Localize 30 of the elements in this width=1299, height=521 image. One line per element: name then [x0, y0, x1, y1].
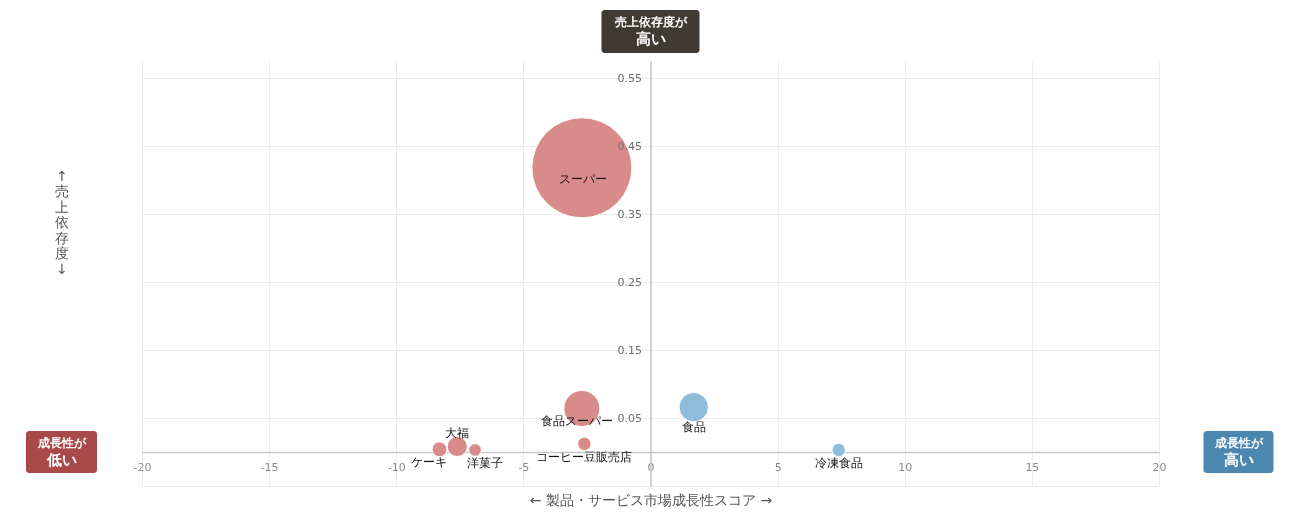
y-tick-label: 0.35	[617, 207, 642, 221]
series-label: 食品スーパー	[540, 414, 613, 429]
x-tick-label: 5	[774, 460, 782, 474]
series-label: 大福	[445, 425, 470, 440]
y-axis-title: ↑売上依存度↓	[55, 167, 69, 277]
x-tick-label: -20	[133, 460, 152, 474]
series-label: 食品	[681, 420, 706, 435]
series-label: 冷凍食品	[814, 455, 863, 470]
text: 成長性が	[1213, 435, 1264, 450]
x-tick-label: 10	[898, 460, 913, 474]
x-tick-label: -5	[518, 460, 530, 474]
x-axis-title: ← 製品・サービス市場成長性スコア →	[529, 491, 773, 508]
x-tick-label: 0	[647, 460, 655, 474]
y-tick-label: 0.05	[617, 411, 642, 425]
x-tick-label: -10	[387, 460, 406, 474]
y-tick-label: 0.25	[617, 275, 642, 289]
text: 高い	[635, 30, 666, 47]
x-tick-label: 20	[1152, 460, 1167, 474]
text: 高い	[1223, 450, 1254, 468]
text: 売上依存度が	[614, 15, 688, 29]
series-label: 洋菓子	[467, 455, 504, 470]
text: 低い	[45, 451, 77, 468]
text: 成長性が	[36, 435, 87, 450]
x-tick-label: -15	[260, 460, 279, 474]
y-tick-label: 0.15	[617, 343, 642, 357]
series-label: コーヒー豆販売店	[536, 449, 633, 464]
series-label: スーパー	[558, 171, 607, 186]
x-tick-label: 15	[1025, 460, 1040, 474]
series-label: ケーキ	[411, 455, 448, 470]
y-tick-label: 0.55	[617, 71, 642, 85]
